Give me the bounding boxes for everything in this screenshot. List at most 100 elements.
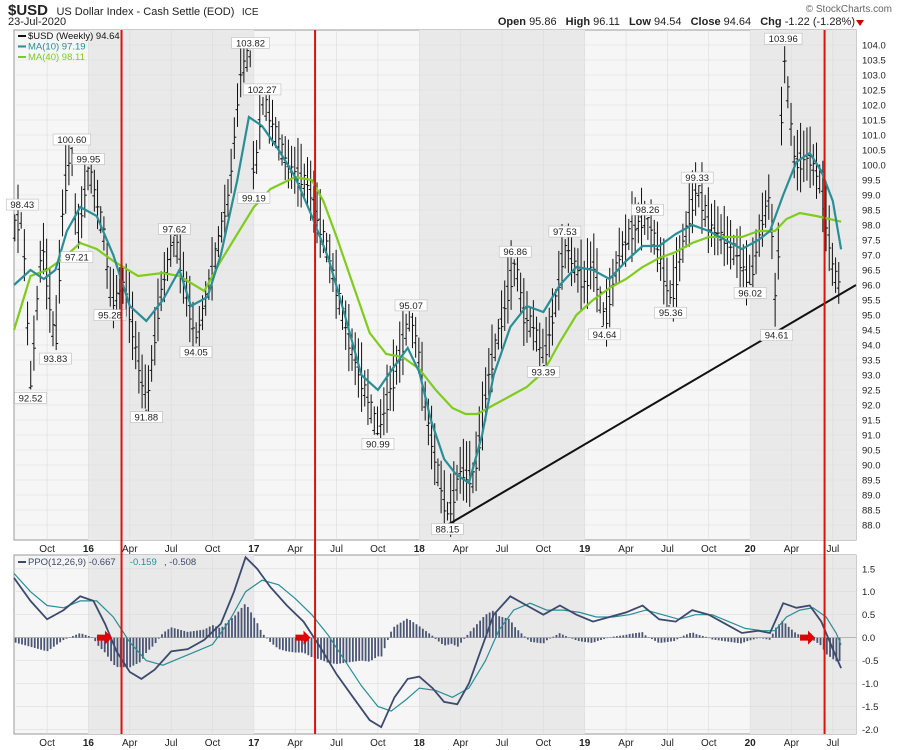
ppo-y-tick-label: -1.5 [862,702,878,713]
ppo-x-tick-label: Jul [661,738,674,749]
bar-label-box [548,225,582,238]
ppo-histogram-bar [507,618,510,638]
ppo-histogram-bar [215,626,217,638]
ppo-histogram-bar [676,637,679,640]
ppo-histogram-bar [666,637,669,642]
ppo-histogram-bar [581,637,583,642]
ppo-histogram-bar [288,637,291,652]
ppo-histogram-bar [192,631,195,638]
bar-value-label: 88.15 [436,525,460,536]
ppo-histogram-bar [794,632,796,638]
instrument-name: US Dollar Index - Cash Settle (EOD) [56,6,235,18]
ppo-histogram-bar [765,637,768,640]
ppo-histogram-bar [705,636,707,638]
price-y-tick-label: 91.5 [862,416,881,427]
ppo-y-tick-label: 1.5 [862,564,875,575]
bar-value-label: 92.52 [19,393,43,404]
ppo-histogram-bar [342,637,345,664]
ppo-x-tick-label: Oct [701,738,717,749]
ppo-histogram-bar [259,629,262,638]
ppo-histogram-bar [797,634,800,638]
ppo-histogram-bar [393,626,396,638]
bar-label-box [680,171,714,184]
ppo-histogram-bar [364,637,367,662]
bar-value-label: 98.26 [636,205,660,216]
ppo-histogram-bar [406,618,408,638]
bar-value-label: 96.86 [503,247,527,258]
low-label: Low [628,16,651,28]
ppo-histogram-bar [660,637,663,643]
ppo-histogram-bar [148,637,151,650]
ppo-histogram-bar [441,637,443,644]
ppo-y-tick-label: 0.5 [862,610,875,621]
ppo-histogram-bar [577,637,580,642]
price-y-tick-label: 97.5 [862,236,881,247]
ppo-histogram-bar [161,634,163,638]
price-x-tick-label: Jul [826,544,839,555]
ppo-histogram-bar [65,637,68,639]
bar-label-box [60,251,94,263]
ma10-line [13,115,843,485]
bar-label-box [72,153,105,165]
ppo-histogram-bar [517,630,520,638]
ppo-x-tick-label: Oct [205,738,221,749]
ppo-histogram-bar [663,637,666,643]
ppo-x-tick-label: Apr [453,738,469,749]
bar-value-label: 96.02 [738,288,762,299]
ppo-histogram-bar [199,630,202,638]
bar-value-label: 97.62 [163,224,187,235]
ppo-histogram-bar [196,630,198,638]
ppo-histogram-bar [371,637,373,661]
price-x-tick-label: Apr [618,544,634,555]
ppo-histogram-bar [167,629,170,638]
ppo-histogram-bar [730,637,733,643]
ppo-histogram-bar [110,637,112,662]
ppo-y-tick-label: 0.0 [862,633,875,644]
ppo-histogram-bar [205,628,208,638]
ppo-histogram-bar [479,620,482,638]
ppo-histogram-bar [269,637,272,642]
price-x-tick-label: 16 [83,544,95,555]
chart-date: 23-Jul-2020 [8,16,67,28]
price-y-tick-label: 103.5 [862,56,886,67]
price-y-tick-label: 100.0 [862,161,886,172]
ppo-histogram-bar [62,637,65,641]
ppo-x-tick-label: 17 [248,738,260,749]
ppo-histogram-bar [14,637,17,643]
ppo-histogram-bar [361,637,364,661]
price-x-tick-label: Oct [370,544,386,555]
ppo-histogram-bar [679,636,682,638]
ppo-histogram-bar [358,637,361,661]
ppo-histogram-bar [523,636,526,638]
ppo-histogram-bar [638,632,641,638]
ppo-histogram-bar [533,637,536,643]
price-y-tick-label: 99.5 [862,176,881,187]
ppo-histogram-bar [33,637,36,648]
ppo-histogram-bar [593,637,596,643]
bar-label-box [394,299,428,312]
ppo-x-tick-label: Apr [122,738,138,749]
ppo-histogram-bar [514,627,517,638]
ppo-histogram-bar [132,637,135,666]
bar-value-label: 94.61 [765,331,789,342]
ppo-histogram-bar [530,637,532,642]
ppo-histogram-bar [587,637,590,643]
ppo-histogram-bar [78,633,81,638]
price-x-tick-label: Apr [122,544,138,555]
bar-value-label: 99.33 [685,173,709,184]
price-x-tick-label: 19 [579,544,591,555]
bar-label-box [588,328,621,341]
ppo-histogram-bar [511,622,513,638]
price-x-tick-label: Apr [453,544,469,555]
ppo-histogram-bar [733,637,736,643]
ppo-x-tick-label: 18 [414,738,426,749]
ppo-histogram-bar [377,637,380,657]
ppo-histogram-bar [829,637,831,657]
bar-value-label: 94.64 [593,330,617,341]
ppo-histogram-bar [329,637,332,664]
ppo-histogram-bar [453,637,456,646]
ppo-histogram-bar [619,635,621,638]
price-y-tick-label: 88.5 [862,506,881,517]
price-y-tick-label: 102.5 [862,86,886,97]
